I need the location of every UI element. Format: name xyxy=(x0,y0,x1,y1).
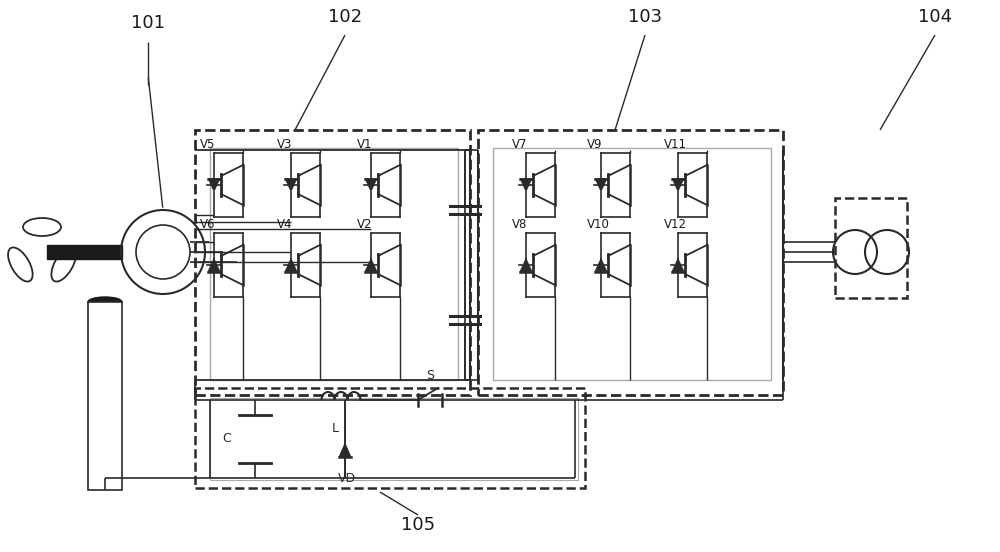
Text: V9: V9 xyxy=(587,138,602,151)
Polygon shape xyxy=(285,178,297,192)
Polygon shape xyxy=(285,258,297,272)
Bar xyxy=(493,148,771,380)
Polygon shape xyxy=(595,258,607,272)
Text: 104: 104 xyxy=(918,8,952,26)
Polygon shape xyxy=(339,443,351,457)
Text: VD: VD xyxy=(338,472,356,485)
Bar xyxy=(195,388,585,488)
Text: S: S xyxy=(426,369,434,382)
Text: C: C xyxy=(223,433,231,445)
Polygon shape xyxy=(365,258,377,272)
Text: V12: V12 xyxy=(664,218,687,231)
Polygon shape xyxy=(208,258,220,272)
Text: V8: V8 xyxy=(512,218,527,231)
Bar xyxy=(47,245,122,259)
Text: 105: 105 xyxy=(401,516,435,534)
Polygon shape xyxy=(672,178,684,192)
Polygon shape xyxy=(365,178,377,192)
Polygon shape xyxy=(595,178,607,192)
Bar xyxy=(210,398,578,480)
Text: L: L xyxy=(332,422,338,435)
Text: V4: V4 xyxy=(277,218,292,231)
Text: V1: V1 xyxy=(357,138,372,151)
Polygon shape xyxy=(208,178,220,192)
Ellipse shape xyxy=(88,297,122,307)
Text: V11: V11 xyxy=(664,138,687,151)
Text: V5: V5 xyxy=(200,138,215,151)
Text: V10: V10 xyxy=(587,218,610,231)
Bar xyxy=(195,130,470,395)
Bar xyxy=(478,130,783,395)
Bar xyxy=(835,198,907,298)
Bar xyxy=(210,148,458,380)
Text: 101: 101 xyxy=(131,14,165,32)
Polygon shape xyxy=(520,178,532,192)
Polygon shape xyxy=(520,258,532,272)
Text: V7: V7 xyxy=(512,138,528,151)
Text: V2: V2 xyxy=(357,218,372,231)
Text: V6: V6 xyxy=(200,218,216,231)
Polygon shape xyxy=(672,258,684,272)
Text: 102: 102 xyxy=(328,8,362,26)
Text: V3: V3 xyxy=(277,138,292,151)
Bar xyxy=(88,302,122,490)
Text: 103: 103 xyxy=(628,8,662,26)
